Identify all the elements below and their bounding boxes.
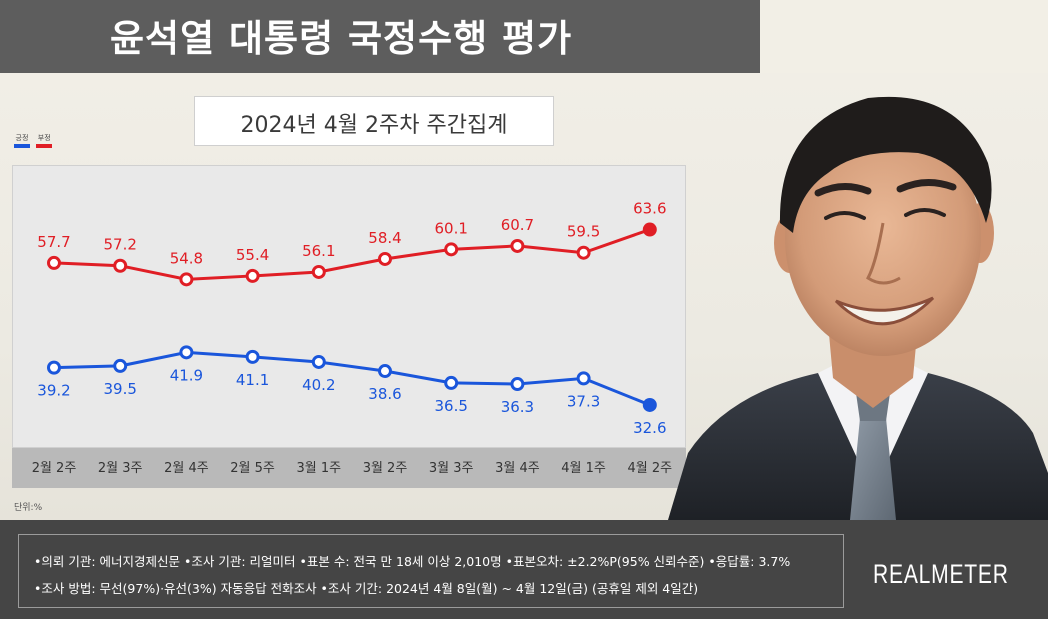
chart-legend: 긍정 부정: [14, 133, 56, 148]
data-point: [510, 377, 525, 392]
series-line-negative: [53, 228, 651, 281]
x-tick-label: 2월 3주: [98, 461, 143, 476]
x-tick-label: 3월 3주: [429, 461, 474, 476]
data-label: 36.3: [501, 398, 534, 416]
data-point: [179, 272, 194, 287]
x-tick-label: 2월 2주: [32, 461, 77, 476]
data-point: [245, 268, 260, 283]
data-label: 39.5: [103, 380, 136, 398]
unit-label: 단위:%: [14, 503, 43, 513]
data-point: [510, 238, 525, 253]
legend-swatch-negative: [36, 144, 53, 148]
footer: [0, 520, 1048, 619]
data-point: [444, 375, 459, 390]
plot-area: [12, 165, 686, 448]
x-axis-band: [12, 448, 686, 488]
x-tick-label: 2월 5주: [230, 461, 275, 476]
data-label: 38.6: [368, 385, 401, 403]
legend-item-negative: 부정: [36, 133, 53, 148]
data-label: 55.4: [236, 246, 269, 264]
data-label: 59.5: [567, 223, 600, 241]
data-point: [47, 255, 61, 270]
x-tick-label: 2월 4주: [164, 461, 209, 476]
data-label: 39.2: [37, 382, 70, 400]
data-point: [576, 371, 591, 386]
data-label: 37.3: [567, 392, 600, 410]
chart-subtitle: 2024년 4월 2주차 주간집계: [240, 113, 508, 138]
survey-info-box: [18, 534, 844, 608]
data-point: [378, 251, 392, 266]
line-chart: 57.7 57.2 54.8 55.4 56.1 58.4 60.1 60.7 59.5 63.6…: [32, 200, 672, 476]
survey-info-line-1: •의뢰 기관: 에너지경제신문 •조사 기관: 리얼미터 •표본 수: 전국 만…: [34, 554, 791, 569]
legend-item-positive: 긍정: [14, 133, 30, 148]
x-tick-label: 3월 1주: [296, 461, 341, 476]
data-label: 63.6: [633, 200, 666, 218]
x-tick-label: 3월 2주: [363, 461, 408, 476]
president-portrait: [668, 96, 1048, 520]
data-point: [113, 258, 128, 273]
data-point: [311, 354, 326, 369]
data-point: [378, 364, 392, 379]
survey-info-line-2: •조사 방법: 무선(97%)·유선(3%) 자동응답 전화조사 •조사 기간:…: [34, 581, 699, 596]
data-point: [311, 264, 326, 279]
legend-swatch-positive: [14, 144, 30, 148]
data-label: 57.2: [103, 236, 136, 254]
data-label: 32.6: [633, 419, 666, 437]
data-label: 56.1: [302, 242, 335, 260]
header-right-panel: [760, 0, 1048, 73]
x-tick-label: 3월 4주: [495, 461, 540, 476]
data-point: [642, 397, 657, 412]
data-label: 57.7: [37, 233, 70, 251]
data-label: 36.5: [434, 397, 467, 415]
data-label: 41.1: [236, 371, 269, 389]
subtitle-box: 2024년 4월 2주차 주간집계: [194, 96, 554, 146]
title-bar: 윤석열 대통령 국정수행 평가: [0, 0, 760, 73]
data-label: 41.9: [170, 366, 203, 384]
legend-label-negative: 부정: [37, 134, 51, 142]
data-label: 54.8: [170, 249, 203, 267]
brand-logo: REALMETER: [873, 559, 1009, 589]
data-label: 40.2: [302, 376, 335, 394]
series-line-positive: [53, 350, 651, 407]
legend-label-positive: 긍정: [15, 134, 29, 142]
data-label: 60.1: [434, 219, 467, 237]
data-point: [47, 360, 61, 375]
data-point: [444, 242, 459, 257]
data-label: 60.7: [501, 216, 534, 234]
x-tick-label: 4월 2주: [627, 461, 672, 476]
data-point: [179, 345, 194, 360]
data-point: [113, 358, 128, 373]
data-label: 58.4: [368, 229, 401, 247]
page-title: 윤석열 대통령 국정수행 평가: [110, 17, 573, 60]
data-point: [576, 245, 591, 260]
x-tick-label: 4월 1주: [561, 461, 606, 476]
data-point: [642, 222, 657, 237]
data-point: [245, 349, 260, 364]
